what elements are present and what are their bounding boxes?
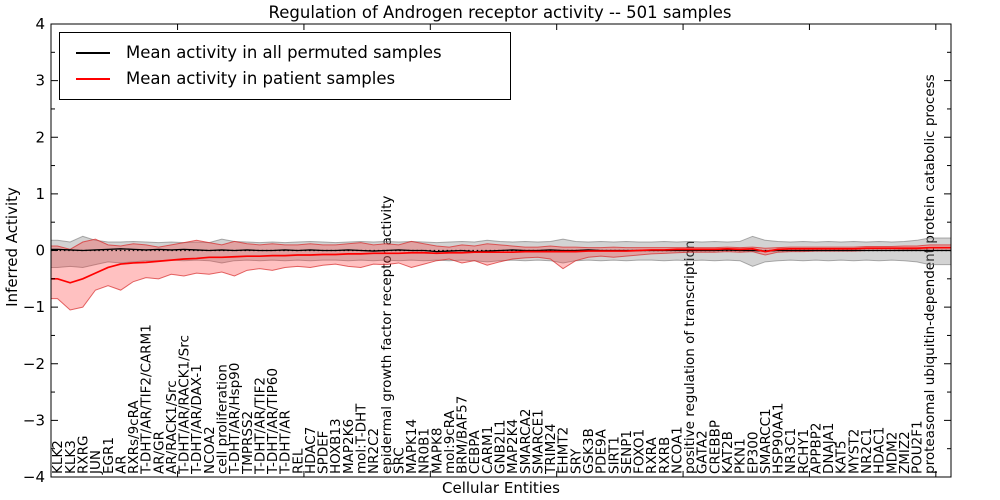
y-tick-label: 3 xyxy=(35,72,45,90)
x-tick-label: RXRs/9cRA xyxy=(126,400,142,474)
x-tick-label: T-DHT/AR/TIF2 xyxy=(252,377,268,475)
x-tick-label: T-DHT/AR xyxy=(278,410,294,475)
x-tick-label: NR2C2 xyxy=(366,428,382,474)
x-tick-label: epidermal growth factor receptor activit… xyxy=(379,196,395,474)
x-tick-label: GSK3B xyxy=(581,428,597,474)
legend-line-black xyxy=(76,52,110,54)
x-tick-label: GATA2 xyxy=(695,430,711,474)
x-tick-label: proteasomal ubiquitin-dependent protein … xyxy=(922,74,938,474)
x-tick-label: T-DHT/AR/TIF2/CARM1 xyxy=(139,324,155,475)
y-tick-label: −2 xyxy=(23,355,45,373)
x-tick-label: EHMT2 xyxy=(556,427,572,474)
x-tick-label: RXRB xyxy=(657,437,673,474)
x-tick-label: EP300 xyxy=(745,432,761,474)
x-tick-label: positive regulation of transcription xyxy=(682,241,698,474)
x-tick-label: MAPK14 xyxy=(404,419,420,474)
x-tick-label: NCOA1 xyxy=(669,426,685,474)
legend-label-permuted: Mean activity in all permuted samples xyxy=(126,42,442,62)
x-tick-label: AR/RACK1/Src xyxy=(164,380,180,474)
x-tick-label: KAT2B xyxy=(720,431,736,474)
y-tick-label: −1 xyxy=(23,298,45,316)
y-tick-label: −4 xyxy=(23,468,45,486)
x-tick-label: SIRT1 xyxy=(606,436,622,474)
x-tick-label: AR/GR xyxy=(151,431,167,474)
y-tick-label: 4 xyxy=(35,15,45,33)
x-tick-label: MAP2K4 xyxy=(505,419,521,474)
x-tick-label: REL xyxy=(290,448,306,474)
x-tick-label: POU2F1 xyxy=(910,420,926,474)
x-tick-label: HDAC1 xyxy=(872,427,888,474)
x-tick-label: SMARCA2 xyxy=(518,409,534,474)
x-tick-label: NR0B1 xyxy=(417,428,433,474)
x-axis-label: Cellular Entities xyxy=(442,479,560,497)
x-tick-label: NR3C1 xyxy=(783,428,799,474)
x-tick-label: mol:9cRA xyxy=(442,409,458,474)
x-tick-label: MAP2K6 xyxy=(341,419,357,474)
x-tick-label: cell proliferation xyxy=(214,364,230,474)
x-tick-label: HOXB13 xyxy=(328,418,344,474)
patient-mean-line xyxy=(51,246,951,284)
x-tick-label: MYST2 xyxy=(846,429,862,474)
permuted-mean-line xyxy=(51,248,951,253)
x-tick-label: CARM1 xyxy=(480,426,496,474)
x-tick-label: T-DHT/AR/DAX-1 xyxy=(189,364,205,475)
x-tick-label: SPDEF xyxy=(316,431,332,474)
legend-item-permuted: Mean activity in all permuted samples xyxy=(76,40,510,66)
x-tick-label: GNB2L1 xyxy=(493,419,509,474)
y-axis-label: Inferred Activity xyxy=(3,187,21,307)
x-tick-label: RXRG xyxy=(75,436,91,474)
x-tick-label: KAT5 xyxy=(834,440,850,474)
x-tick-label: MDM2 xyxy=(884,432,900,474)
x-tick-label: T-DHT/AR/TIP60 xyxy=(265,368,281,475)
y-tick-label: 2 xyxy=(35,128,45,146)
x-tick-label: APPBP2 xyxy=(808,422,824,474)
legend-label-patient: Mean activity in patient samples xyxy=(126,68,396,88)
x-tick-label: BRM/BAF57 xyxy=(455,396,471,474)
x-tick-label: PDE9A xyxy=(594,428,610,474)
x-tick-label: HDAC7 xyxy=(303,427,319,474)
x-tick-label: SENP1 xyxy=(619,430,635,474)
x-tick-label: AR xyxy=(113,455,129,474)
x-tick-label: NCOA2 xyxy=(202,426,218,474)
y-tick-label: 0 xyxy=(35,242,45,260)
x-tick-label: CEBPA xyxy=(467,430,483,474)
x-tick-label: mol:T-DHT xyxy=(354,403,370,474)
x-tick-label: KLK3 xyxy=(63,440,79,474)
y-tick-label: 1 xyxy=(35,185,45,203)
x-tick-label: PKN1 xyxy=(733,438,749,474)
x-tick-label: TRIM24 xyxy=(543,424,559,475)
x-tick-label: T-DHT/AR/Hsp90 xyxy=(227,363,243,475)
legend-line-red xyxy=(76,78,110,80)
x-tick-label: NR2C1 xyxy=(859,428,875,474)
legend: Mean activity in all permuted samples Me… xyxy=(59,32,511,100)
x-tick-label: SRY xyxy=(568,448,584,474)
x-tick-label: SMARCC1 xyxy=(758,408,774,474)
x-tick-label: CREBBP xyxy=(707,420,723,474)
chart-title: Regulation of Androgen receptor activity… xyxy=(268,3,732,22)
x-tick-label: EGR1 xyxy=(101,437,117,474)
x-tick-label: JUN xyxy=(88,450,104,475)
x-tick-label: HSP90AA1 xyxy=(771,403,787,474)
x-tick-label: ZMIZ2 xyxy=(897,431,913,474)
x-tick-label: MAPK8 xyxy=(429,428,445,474)
x-tick-label: RCHY1 xyxy=(796,429,812,474)
x-tick-label: RXRA xyxy=(644,437,660,474)
x-tick-label: SRC xyxy=(391,447,407,474)
x-tick-label: TMPRSS2 xyxy=(240,411,256,475)
y-tick-label: −3 xyxy=(23,411,45,429)
x-tick-label: DNAJA1 xyxy=(821,423,837,474)
legend-item-patient: Mean activity in patient samples xyxy=(76,66,510,92)
x-tick-label: SMARCE1 xyxy=(530,409,546,474)
x-tick-label: FOXO1 xyxy=(632,429,648,474)
x-tick-label: T-DHT/AR/RACK1/Src xyxy=(177,335,193,475)
